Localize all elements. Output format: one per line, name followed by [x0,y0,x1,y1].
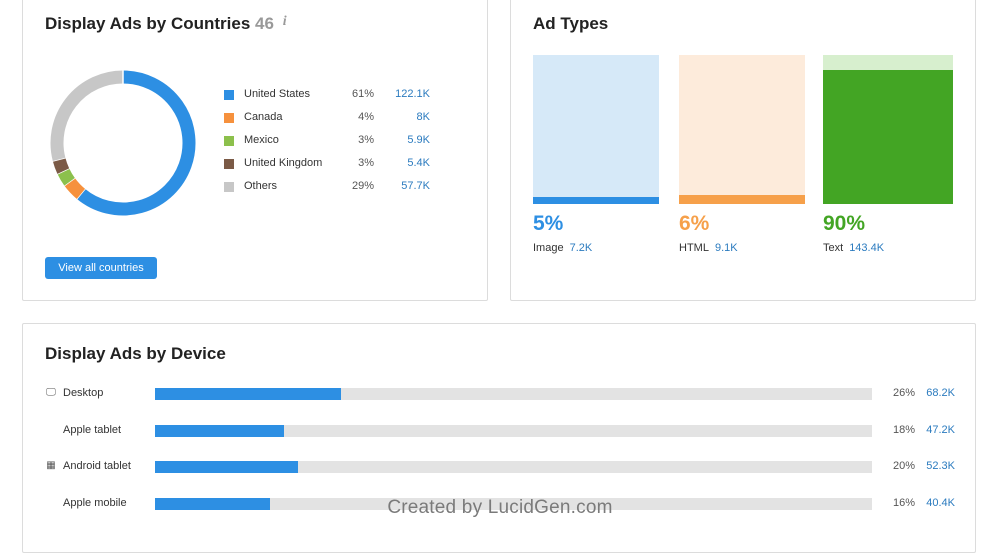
device-bar [155,498,872,510]
legend-swatch [224,136,234,146]
device-bar [155,388,872,400]
ad-type-fill [679,195,805,204]
country-label: United States [244,88,311,100]
ad-type-html: 6% HTML 9.1K [679,55,805,254]
device-value-link[interactable]: 52.3K [926,460,955,472]
ad-type-label: Image [533,242,564,254]
country-value-link[interactable]: 122.1K [395,88,430,100]
device-bar [155,425,872,437]
countries-title: Display Ads by Countries 46 i [45,14,287,33]
legend-swatch [224,113,234,123]
android-icon: ▦ [46,460,56,471]
ad-type-bar [823,55,953,204]
country-pct: 3% [358,157,374,169]
device-card: Display Ads by Device 🖵 Desktop 26% 68.2… [22,323,976,553]
apple-icon [45,424,57,437]
ad-types-card: Ad Types 5% Image 7.2K 6% HTML 9.1K 90% Te… [510,0,976,301]
country-pct: 3% [358,134,374,146]
ad-type-bar [533,55,659,204]
device-label: Apple mobile [63,497,127,509]
device-pct: 26% [892,387,915,399]
countries-count: 46 [255,14,274,33]
ad-type-pct: 5% [533,212,564,235]
country-value-link[interactable]: 57.7K [401,180,430,192]
ad-types-title: Ad Types [533,14,609,33]
country-pct: 4% [358,111,374,123]
countries-card: Display Ads by Countries 46 i United Sta… [22,0,488,301]
device-bar [155,461,872,473]
ad-type-text: 90% Text 143.4K [823,55,953,254]
country-pct: 29% [351,180,374,192]
ad-type-pct: 90% [823,212,866,235]
donut-slice-others[interactable] [50,70,124,162]
country-label: Canada [244,111,283,123]
device-title: Display Ads by Device [45,344,226,363]
device-row-android-tablet: ▦ Android tablet 20% 52.3K [45,460,955,476]
ad-type-value-link[interactable]: 7.2K [569,242,593,254]
legend-swatch [224,159,234,169]
legend-swatch [224,90,234,100]
donut-slice-separator [63,176,77,187]
device-label: Desktop [63,387,104,399]
device-pct: 20% [892,460,915,472]
countries-donut-chart [50,69,196,216]
ad-type-label: HTML [679,242,709,254]
country-value-link[interactable]: 8K [416,111,430,123]
device-value-link[interactable]: 47.2K [926,424,955,436]
view-all-countries-button[interactable]: View all countries [45,257,157,279]
ad-type-pct: 6% [679,212,710,235]
country-label: United Kingdom [244,157,323,169]
device-bar-fill [155,498,270,510]
ad-type-label: Text [823,242,844,254]
ad-type-value-link[interactable]: 143.4K [849,242,885,254]
device-bar-fill [155,461,299,473]
device-label: Apple tablet [63,424,122,436]
device-row-desktop: 🖵 Desktop 26% 68.2K [45,387,955,403]
ad-type-value-link[interactable]: 9.1K [714,242,738,254]
device-bar-fill [155,388,342,400]
watermark-text: Created by LucidGen.com [387,497,613,518]
ad-type-fill [533,196,659,204]
country-value-link[interactable]: 5.4K [407,157,430,169]
ad-type-fill [823,69,953,204]
legend-swatch [224,182,234,192]
country-label: Mexico [244,134,279,146]
device-value-link[interactable]: 40.4K [926,497,955,509]
device-value-link[interactable]: 68.2K [926,387,955,399]
donut-slice-united-states[interactable] [76,70,196,216]
country-label: Others [244,180,278,192]
device-pct: 16% [892,497,915,509]
device-row-apple-mobile: Apple mobile 16% 40.4K [45,497,955,513]
country-value-link[interactable]: 5.9K [407,134,430,146]
monitor-icon: 🖵 [46,387,56,398]
device-row-apple-tablet: Apple tablet 18% 47.2K [45,424,955,440]
donut-slice-canada[interactable] [64,177,86,199]
ad-type-bar [679,55,805,204]
ad-type-image: 5% Image 7.2K [533,55,659,254]
country-pct: 61% [351,88,374,100]
device-pct: 18% [892,424,915,436]
device-bar-fill [155,425,285,437]
info-icon[interactable]: i [282,14,287,29]
device-label: Android tablet [63,460,131,472]
donut-slice-mexico[interactable] [57,168,75,186]
donut-slice-united-kingdom[interactable] [52,157,70,174]
